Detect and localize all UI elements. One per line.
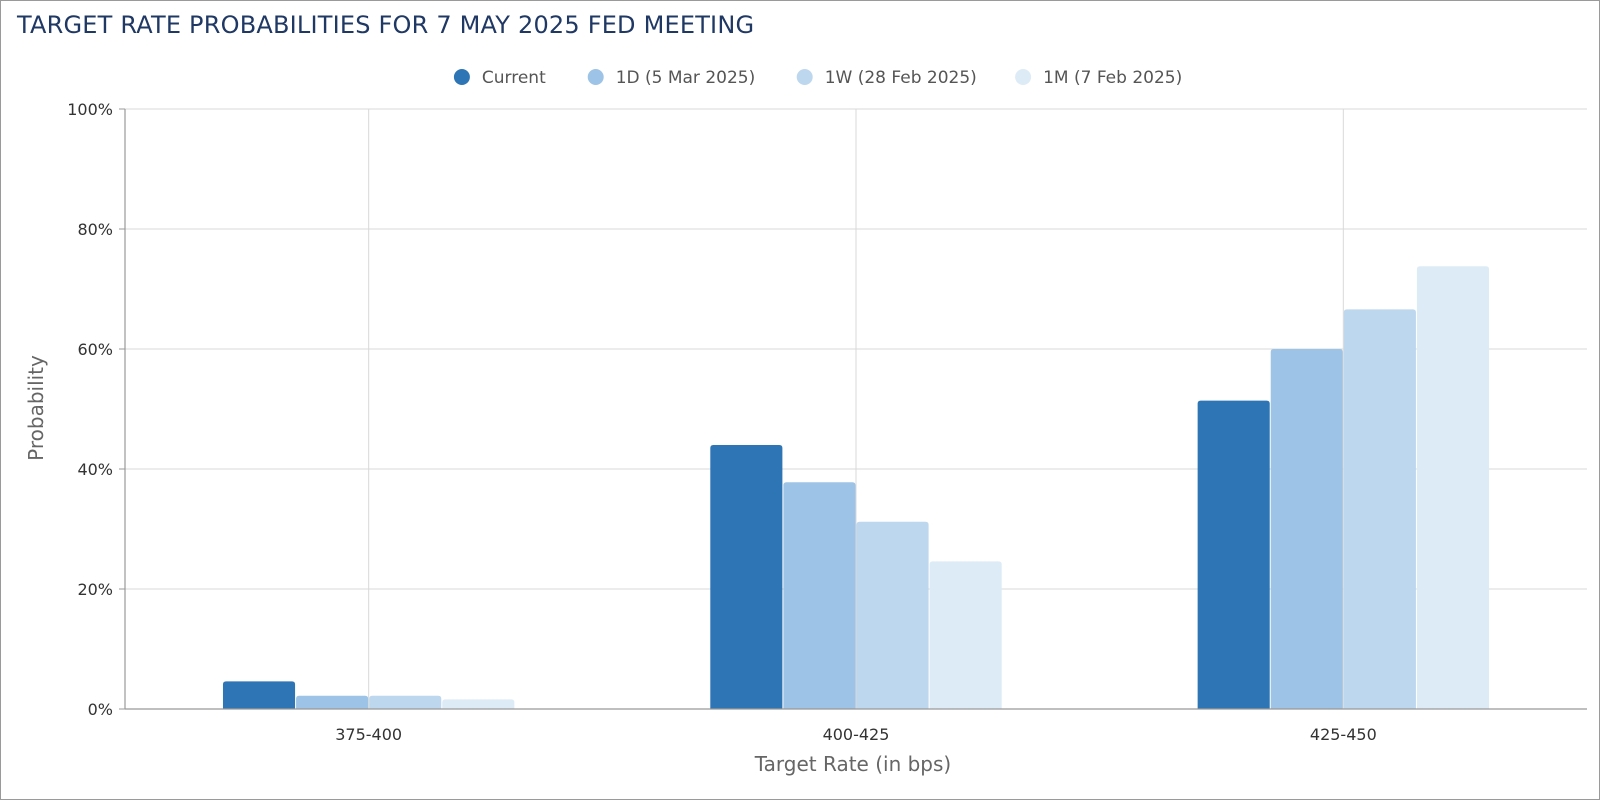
y-tick-label: 40%	[77, 460, 113, 479]
bar-1m-7-feb-2025-425-450[interactable]	[1416, 266, 1490, 709]
legend-label-1w-28-feb-2025[interactable]: 1W (28 Feb 2025)	[825, 68, 977, 88]
x-tick-label: 375-400	[335, 725, 402, 744]
bar-1d-5-mar-2025-400-425[interactable]	[783, 482, 856, 709]
gridlines	[125, 108, 1587, 709]
y-tick-label: 80%	[77, 220, 113, 239]
bar-current-375-400[interactable]	[222, 681, 296, 709]
x-tick-label: 425-450	[1310, 725, 1377, 744]
bar-1m-7-feb-2025-400-425[interactable]	[929, 561, 1002, 709]
y-tick-label: 60%	[77, 340, 113, 359]
bar-1w-28-feb-2025-375-400[interactable]	[369, 695, 442, 709]
legend-swatch-1m-7-feb-2025[interactable]	[1015, 69, 1032, 85]
axes: 0% 20% 40% 60% 80% 100% 375-400 400-425 425-450	[67, 100, 1587, 744]
x-axis-title: Target Rate (in bps)	[754, 752, 951, 776]
legend-label-1d-5-mar-2025[interactable]: 1D (5 Mar 2025)	[616, 68, 756, 88]
legend-label-1m-7-feb-2025[interactable]: 1M (7 Feb 2025)	[1043, 68, 1182, 88]
x-tick-label: 400-425	[823, 725, 890, 744]
bar-1w-28-feb-2025-400-425[interactable]	[856, 521, 929, 709]
legend-swatch-current[interactable]	[453, 69, 470, 85]
legend-swatch-1w-28-feb-2025[interactable]	[796, 69, 813, 85]
legend: Current 1D (5 Mar 2025) 1W (28 Feb 2025) 1M…	[453, 68, 1182, 88]
bar-1w-28-feb-2025-425-450[interactable]	[1343, 309, 1416, 709]
legend-swatch-1d-5-mar-2025[interactable]	[587, 69, 604, 85]
bar-current-425-450[interactable]	[1197, 400, 1270, 709]
y-tick-label: 100%	[67, 100, 113, 119]
y-axis-title: Probability	[24, 355, 48, 461]
bar-1m-7-feb-2025-375-400[interactable]	[442, 699, 515, 709]
legend-label-current[interactable]: Current	[482, 68, 546, 88]
bar-current-400-425[interactable]	[710, 445, 783, 709]
bars	[222, 266, 1490, 709]
chart-title: TARGET RATE PROBABILITIES FOR 7 MAY 2025…	[17, 11, 755, 39]
bar-1d-5-mar-2025-375-400[interactable]	[296, 695, 369, 709]
bar-1d-5-mar-2025-425-450[interactable]	[1270, 349, 1343, 709]
y-tick-label: 20%	[77, 580, 113, 599]
y-tick-label: 0%	[88, 700, 113, 719]
